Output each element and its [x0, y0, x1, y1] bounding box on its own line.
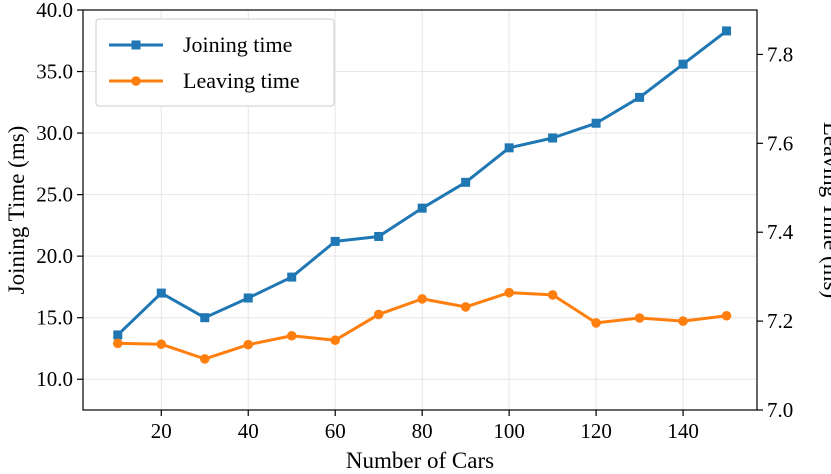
data-point-leaving-time [460, 302, 471, 312]
data-point-joining-time [678, 59, 688, 69]
data-point-leaving-time [112, 338, 123, 349]
left-y-axis-title: Joining Time (ms) [4, 126, 29, 295]
x-tick-label: 140 [667, 419, 699, 443]
data-point-leaving-time [199, 354, 210, 364]
right-y-tick-label: 7.8 [767, 42, 793, 66]
data-point-leaving-time [417, 294, 427, 304]
data-point-leaving-time [373, 309, 384, 320]
data-point-joining-time [548, 133, 558, 143]
data-point-joining-time [504, 143, 514, 153]
data-point-joining-time [417, 203, 427, 213]
legend-entry-joining-time: Joining time [109, 32, 292, 57]
left-y-tick-label: 10.0 [36, 367, 73, 391]
right-y-axis-title: Leaving Time (ms) [819, 122, 831, 298]
x-tick-label: 120 [580, 419, 612, 443]
data-point-joining-time [722, 26, 732, 36]
x-tick-label: 80 [412, 419, 433, 443]
data-point-leaving-time [547, 290, 558, 300]
data-point-joining-time [330, 236, 340, 246]
legend-label-leaving-time: Leaving time [183, 68, 300, 93]
data-point-leaving-time [243, 339, 254, 350]
legend-box [95, 18, 335, 107]
legend-marker-square [131, 40, 141, 50]
right-y-tick-label: 7.6 [767, 131, 793, 155]
data-point-leaving-time [591, 318, 601, 328]
left-y-tick-label: 25.0 [36, 183, 73, 207]
data-point-joining-time [461, 177, 471, 187]
right-y-tick-label: 7.0 [767, 398, 793, 422]
legend-label-joining-time: Joining time [183, 32, 292, 57]
data-point-joining-time [200, 313, 210, 323]
data-point-joining-time [635, 92, 645, 102]
data-point-leaving-time [156, 339, 167, 350]
data-point-leaving-time [634, 313, 645, 323]
x-tick-label: 100 [493, 419, 525, 443]
data-point-leaving-time [678, 316, 688, 326]
legend-marker-circle [131, 76, 141, 86]
data-point-joining-time [287, 272, 297, 282]
data-point-leaving-time [286, 330, 297, 341]
data-point-leaving-time [330, 335, 341, 346]
left-y-tick-label: 40.0 [36, 0, 73, 22]
left-y-tick-label: 35.0 [36, 60, 73, 84]
legend: Joining time Leaving time [95, 18, 335, 107]
data-point-leaving-time [504, 287, 514, 298]
x-tick-label: 40 [238, 419, 259, 443]
data-point-joining-time [374, 231, 384, 241]
data-point-joining-time [243, 293, 253, 303]
right-y-tick-label: 7.2 [767, 309, 793, 333]
data-point-joining-time [156, 288, 166, 298]
right-y-tick-label: 7.4 [767, 220, 794, 244]
x-axis-title: Number of Cars [346, 448, 494, 473]
axis-ticks: 20 40 60 80 100 120 140 10.0 15.0 20.0 25.0 30.0 35.… [36, 0, 794, 443]
left-y-tick-label: 30.0 [36, 121, 73, 145]
legend-entry-leaving-time: Leaving time [109, 68, 300, 93]
data-point-joining-time [113, 330, 123, 340]
plot-frame [82, 9, 758, 411]
x-tick-label: 20 [151, 419, 172, 443]
left-y-tick-label: 20.0 [36, 244, 73, 268]
data-point-joining-time [591, 118, 601, 128]
series-layer [112, 26, 732, 364]
x-tick-label: 60 [325, 419, 346, 443]
data-point-leaving-time [721, 310, 732, 321]
left-y-tick-label: 15.0 [36, 306, 73, 330]
